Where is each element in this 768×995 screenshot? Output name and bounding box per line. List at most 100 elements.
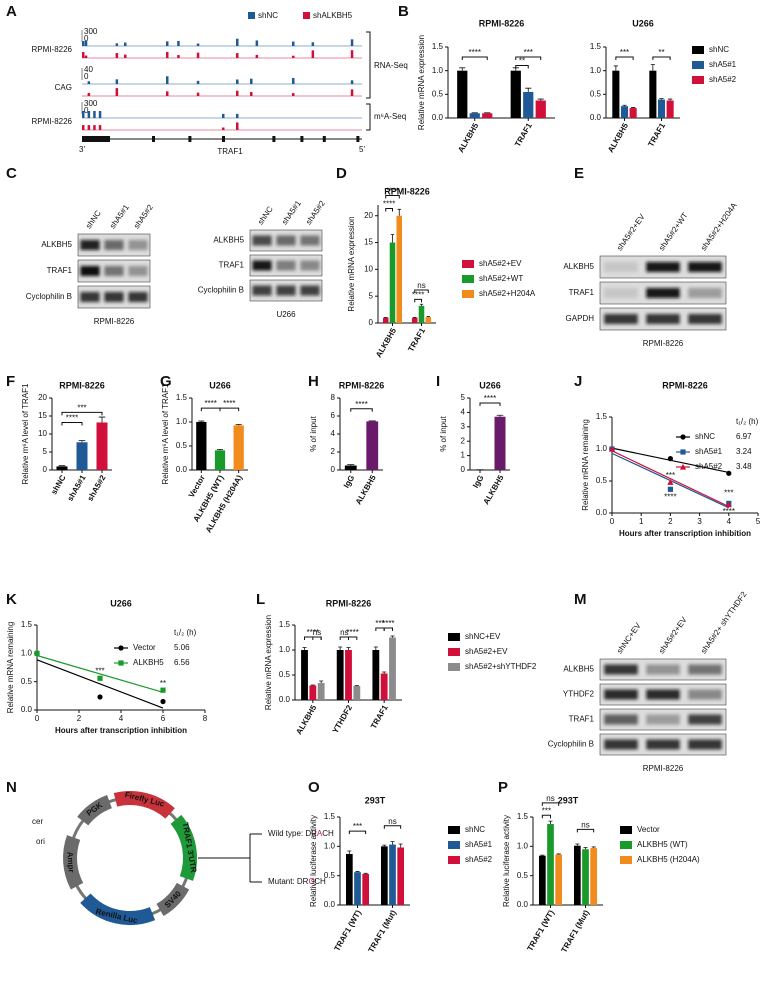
bar — [309, 685, 317, 700]
bar — [510, 70, 521, 118]
plasmid-segment — [77, 795, 113, 826]
lane-label: shNC — [84, 209, 103, 231]
bar — [396, 215, 403, 323]
bar — [629, 108, 637, 118]
panel-letter: K — [6, 591, 17, 608]
error-bar — [338, 646, 343, 650]
error-bar — [354, 685, 359, 686]
bar — [344, 465, 357, 470]
legend-label: Vector — [637, 825, 660, 834]
significance-bracket — [479, 402, 501, 407]
trend-line — [611, 450, 730, 508]
significance-bracket — [515, 56, 542, 60]
error-bar — [346, 647, 351, 650]
y-tick-label: 0 — [43, 465, 48, 474]
gene-exon — [222, 136, 225, 142]
significance-label: **** — [66, 414, 78, 423]
significance-bracket — [61, 411, 103, 416]
error-bar — [58, 465, 66, 467]
track-peak — [236, 79, 239, 84]
y-tick-label: 0.0 — [432, 113, 444, 122]
significance-bracket — [348, 830, 367, 835]
y-tick-label: 1.5 — [176, 393, 188, 402]
significance-bracket — [414, 289, 429, 293]
bar — [582, 849, 589, 905]
x-tick-label: ALKBH5 — [294, 703, 318, 736]
x-axis-label: Hours after transcription inhibition — [55, 726, 187, 735]
gene-exon — [152, 136, 155, 142]
y-tick-label: 15 — [364, 238, 373, 247]
significance-label: **** — [382, 619, 394, 628]
error-bar — [575, 843, 580, 846]
bar — [666, 100, 674, 118]
significance-label: **** — [723, 507, 735, 516]
blot-band — [80, 292, 100, 302]
error-bar — [382, 671, 387, 674]
track-peak — [292, 77, 295, 84]
blot-band — [276, 260, 296, 271]
track-peak — [255, 54, 259, 58]
significance-bracket — [383, 825, 402, 829]
y-tick-label: 4 — [331, 429, 336, 438]
significance-label: **** — [484, 394, 496, 403]
blot-band — [688, 262, 722, 272]
y-tick-label: 0.5 — [176, 441, 188, 450]
assay-bracket — [366, 103, 371, 131]
y-axis-label: Relative mRNA expression — [347, 216, 356, 311]
plasmid-label: cer — [32, 817, 43, 826]
panel-letter: B — [398, 3, 409, 20]
significance-label: *** — [95, 667, 104, 676]
blot-band — [688, 664, 722, 675]
y-tick-label: 15 — [38, 411, 47, 420]
lane-label: shA5#1 — [108, 203, 131, 231]
legend-label: shNC — [709, 45, 729, 54]
y-tick-label: 0.5 — [590, 89, 602, 98]
blot-band — [688, 288, 722, 298]
y-tick-label: 0.0 — [324, 900, 336, 909]
blot-band — [604, 664, 638, 675]
y-tick-label: 10 — [364, 264, 373, 273]
x-tick-label: IgG — [471, 474, 485, 490]
track-peak — [82, 52, 85, 58]
legend-swatch — [448, 841, 460, 849]
legend-marker — [118, 645, 124, 651]
blot-band — [128, 240, 148, 250]
significance-label: *** — [524, 48, 533, 57]
chart-title: U266 — [479, 380, 501, 390]
track-peak — [124, 42, 127, 46]
legend-label: ALKBH5 (WT) — [637, 840, 688, 849]
significance-bracket — [541, 802, 560, 806]
blot-band — [646, 314, 680, 324]
significance-label: **** — [223, 399, 235, 408]
y-axis-label: Relative mRNA remaining — [6, 622, 15, 714]
significance-label: *** — [375, 619, 384, 628]
significance-label: ns — [340, 628, 348, 637]
significance-bracket — [348, 636, 358, 640]
plasmid-segment — [80, 893, 156, 925]
lane-label: shA5#2 — [304, 199, 327, 227]
blot-band — [688, 739, 722, 750]
x-tick-label: Vector — [187, 474, 207, 500]
panel-letter: P — [498, 779, 508, 796]
significance-label: **** — [386, 187, 398, 196]
legend-label: shA5#2 — [465, 855, 493, 864]
panel-letter: F — [6, 373, 15, 390]
x-tick-label: 8 — [203, 714, 208, 723]
blot-band — [688, 689, 722, 700]
error-bar — [347, 850, 352, 854]
y-tick-label: 0.0 — [517, 900, 529, 909]
row-label: Cyclophilin B — [26, 292, 72, 301]
bar — [56, 466, 68, 470]
legend-marker — [680, 449, 686, 455]
y-axis-label: Relative mRNA expression — [417, 35, 426, 130]
significance-bracket — [375, 627, 385, 631]
blot-caption: RPMI-8226 — [643, 339, 684, 348]
legend-label: shNC — [465, 825, 485, 834]
x-tick-label: shA5#2 — [86, 473, 108, 503]
track-peak — [166, 76, 169, 84]
blot-band — [300, 235, 320, 246]
legend-label: shA5#2+shYTHDF2 — [465, 662, 537, 671]
significance-bracket — [652, 56, 671, 60]
significance-label: **** — [204, 399, 216, 408]
chart-title: RPMI-8226 — [59, 380, 105, 390]
